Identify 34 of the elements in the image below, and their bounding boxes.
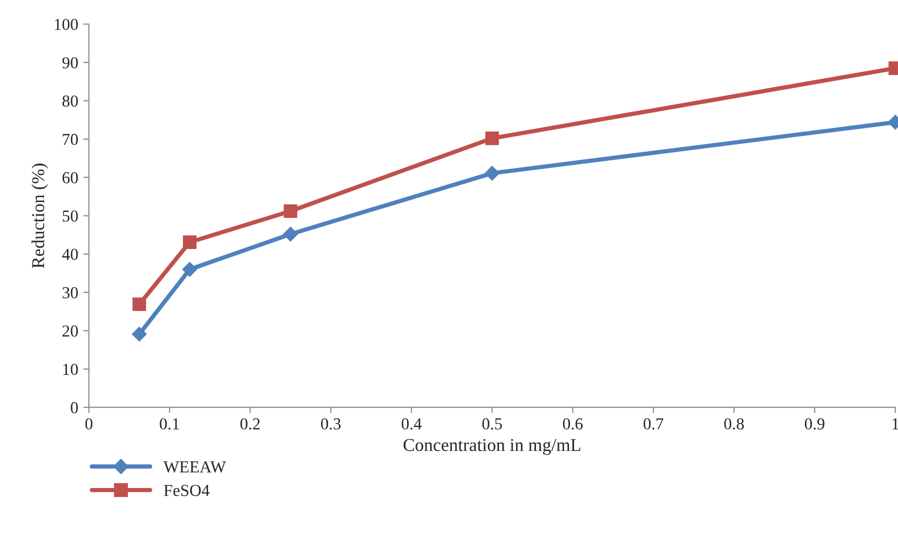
point [484,166,500,181]
x-tick-label: 0.8 [724,418,744,430]
y-tick-label: 0 [70,402,78,414]
y-tick-label: 50 [62,210,78,222]
y-tick-label: 90 [62,57,78,68]
x-axis-title: Concentration in mg/mL [404,438,580,455]
x-tick-label: 0 [85,418,92,430]
y-tick-label: 10 [63,364,78,375]
point [283,226,298,242]
legend-label: FeSO4 [164,484,210,496]
y-axis-title: Reduction (%) [32,164,48,268]
y-tick-label: 70 [62,134,78,146]
y-tick-label: 100 [54,18,78,30]
y-tick-label: 60 [62,172,78,184]
x-tick-label: 0.9 [804,418,824,430]
x-tick-label: 0.3 [321,418,341,430]
point [284,204,298,218]
y-tick-label: 30 [62,287,78,298]
x-tick-label: 0.4 [402,418,422,430]
x-tick-label: 0.6 [562,418,583,430]
legend-label: WEEAW [163,461,226,473]
x-tick-label: 0.5 [482,418,502,430]
point [485,132,499,146]
y-tick-label: 40 [62,248,78,260]
x-tick-label: 1 [892,418,898,430]
x-tick-label: 0.7 [644,418,664,430]
point [182,235,196,249]
point [182,262,198,277]
point [132,298,146,312]
y-tick-label: 20 [62,325,78,337]
x-tick-label: 0.1 [160,418,179,430]
point [132,326,147,342]
y-tick-label: 80 [62,95,78,107]
x-tick-label: 0.2 [240,418,260,430]
